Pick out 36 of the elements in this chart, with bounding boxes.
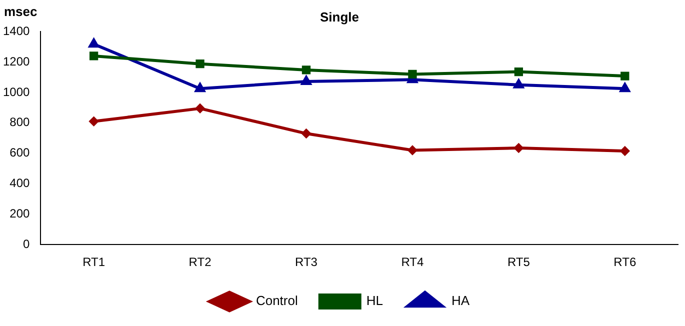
legend-label: Control (256, 293, 298, 308)
point (620, 146, 630, 156)
x-tick-label: RT2 (188, 255, 212, 270)
y-tick-label: 0 (23, 236, 30, 251)
y-tick-label: 600 (10, 146, 30, 160)
chart-title: Single (320, 9, 360, 24)
point (408, 70, 417, 79)
point (408, 146, 417, 155)
x-tick-label: RT3 (295, 255, 318, 270)
point (514, 79, 524, 88)
point (89, 116, 98, 126)
x-tick-label: RT4 (401, 255, 424, 270)
point (514, 67, 524, 76)
x-tick-label: RT1 (82, 255, 106, 270)
legend-label: HA (451, 293, 470, 308)
point (620, 83, 630, 92)
point (620, 72, 630, 80)
point (89, 52, 98, 60)
y-tick-label: 1200 (2, 54, 30, 68)
x-tick-label: RT5 (507, 255, 530, 270)
point (88, 38, 99, 48)
y-tick-label: 400 (10, 176, 30, 190)
point (196, 104, 205, 113)
x-tick-label: RT6 (614, 255, 636, 270)
legend-label: HL (366, 293, 383, 308)
point (301, 76, 312, 86)
y-tick-label: 200 (10, 206, 30, 220)
point (302, 129, 311, 138)
y-axis-title: msec (4, 4, 38, 20)
y-tick-label: 1000 (2, 84, 30, 99)
point (302, 66, 311, 74)
point (195, 83, 205, 92)
y-tick-label: 1400 (2, 24, 30, 38)
point (514, 143, 524, 152)
y-tick-label: 800 (10, 115, 30, 130)
point (196, 60, 204, 68)
